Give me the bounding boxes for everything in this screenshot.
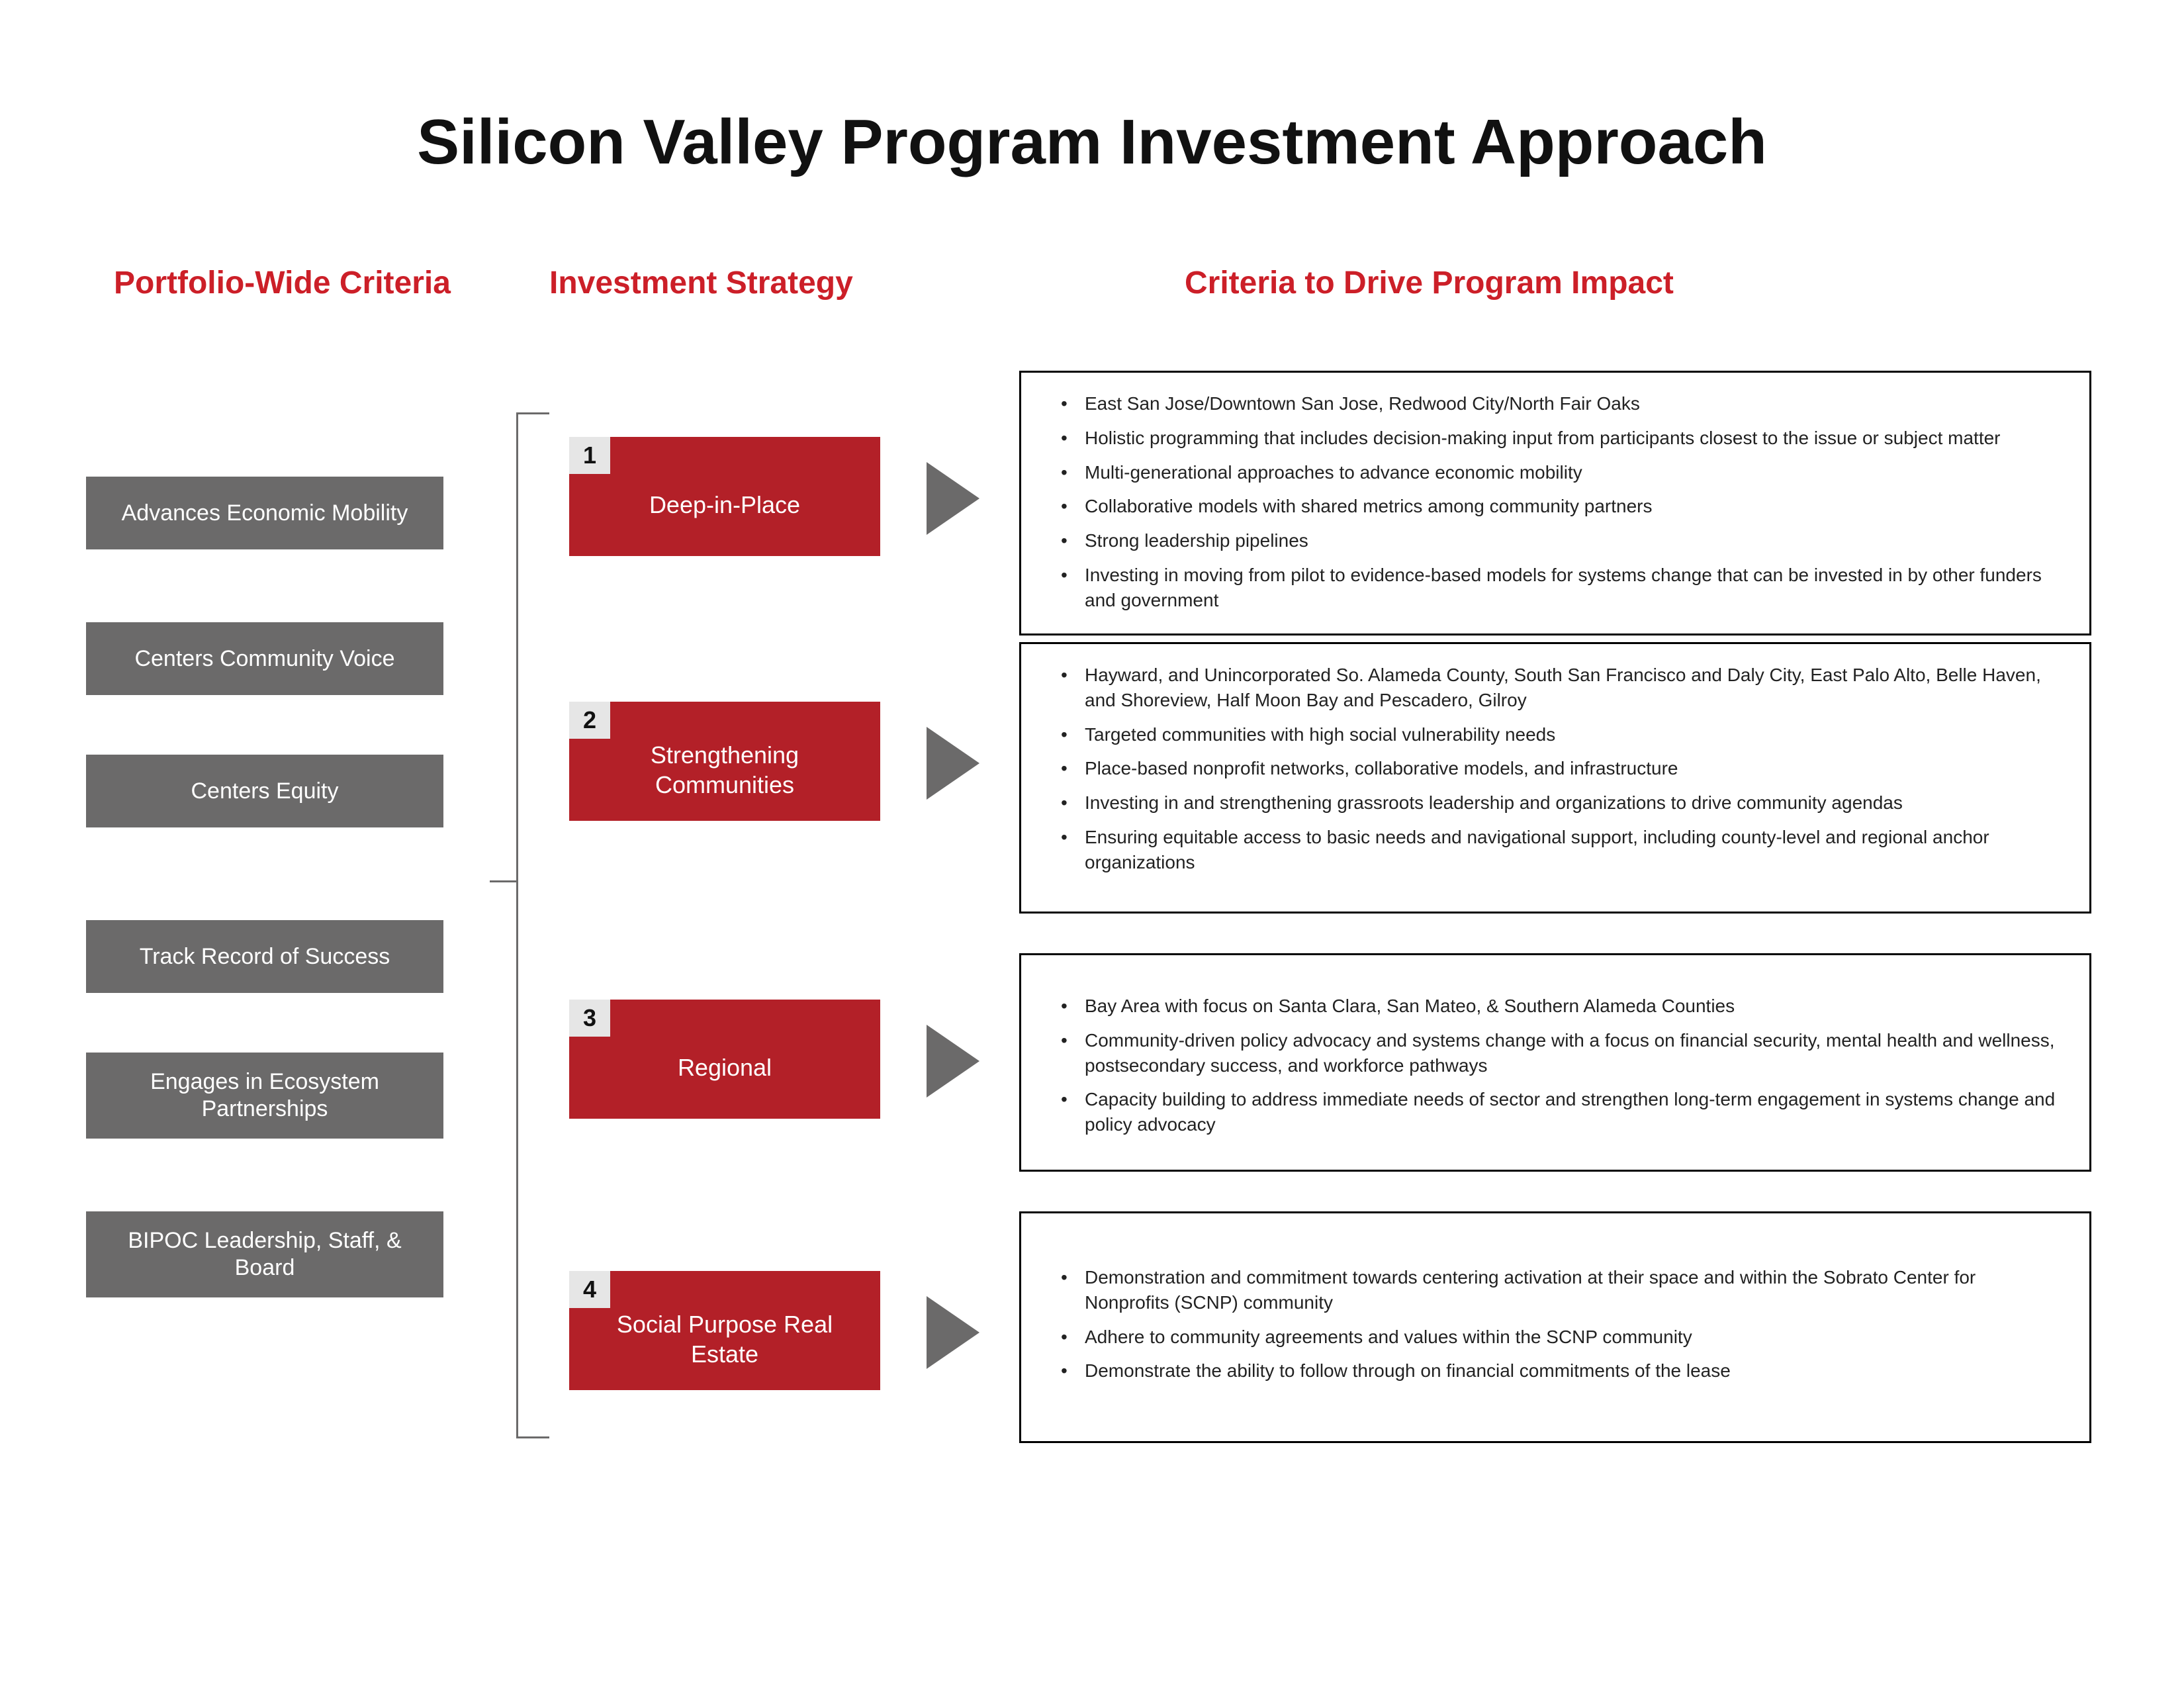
strategy-deep-in-place: 1 Deep-in-Place <box>569 437 880 556</box>
impact-box-4: Demonstration and commitment towards cen… <box>1019 1211 2091 1443</box>
criteria-label: Advances Economic Mobility <box>122 500 408 527</box>
criteria-equity: Centers Equity <box>86 755 443 827</box>
arrow-icon <box>927 462 979 535</box>
criteria-community-voice: Centers Community Voice <box>86 622 443 695</box>
impact-box-2: Hayward, and Unincorporated So. Alameda … <box>1019 642 2091 914</box>
impact-item: Bay Area with focus on Santa Clara, San … <box>1048 994 2063 1019</box>
strategy-regional: 3 Regional <box>569 1000 880 1119</box>
strategy-social-purpose-real-estate: 4 Social Purpose Real Estate <box>569 1271 880 1390</box>
criteria-label: BIPOC Leadership, Staff, & Board <box>99 1227 430 1282</box>
impact-item: Community-driven policy advocacy and sys… <box>1048 1028 2063 1078</box>
strategy-label: Strengthening Communities <box>569 740 880 800</box>
bracket-mid-tab <box>490 880 516 882</box>
impact-item: Investing in and strengthening grassroot… <box>1048 790 2063 816</box>
impact-item: Holistic programming that includes decis… <box>1048 426 2063 451</box>
impact-item: Capacity building to address immediate n… <box>1048 1087 2063 1137</box>
impact-box-3: Bay Area with focus on Santa Clara, San … <box>1019 953 2091 1172</box>
impact-list: Demonstration and commitment towards cen… <box>1048 1265 2063 1383</box>
criteria-label: Centers Community Voice <box>134 645 394 673</box>
bracket-bottom-tab <box>516 1436 549 1438</box>
impact-item: Investing in moving from pilot to eviden… <box>1048 563 2063 613</box>
impact-item: East San Jose/Downtown San Jose, Redwood… <box>1048 391 2063 416</box>
strategy-number: 2 <box>569 702 610 739</box>
criteria-label: Engages in Ecosystem Partnerships <box>99 1068 430 1123</box>
impact-item: Targeted communities with high social vu… <box>1048 722 2063 747</box>
impact-item: Strong leadership pipelines <box>1048 528 2063 553</box>
impact-item: Collaborative models with shared metrics… <box>1048 494 2063 519</box>
heading-strategy: Investment Strategy <box>549 265 853 301</box>
bracket-top-tab <box>516 412 549 414</box>
impact-list: Hayward, and Unincorporated So. Alameda … <box>1048 663 2063 875</box>
page-title: Silicon Valley Program Investment Approa… <box>0 106 2184 179</box>
arrow-icon <box>927 1025 979 1098</box>
criteria-label: Track Record of Success <box>140 943 390 970</box>
strategy-label: Social Purpose Real Estate <box>569 1309 880 1369</box>
strategy-number: 1 <box>569 437 610 474</box>
criteria-bipoc: BIPOC Leadership, Staff, & Board <box>86 1211 443 1297</box>
criteria-track-record: Track Record of Success <box>86 920 443 993</box>
heading-impact: Criteria to Drive Program Impact <box>1185 265 1674 301</box>
strategy-number: 3 <box>569 1000 610 1037</box>
bracket-connector <box>516 412 518 1436</box>
strategy-strengthening-communities: 2 Strengthening Communities <box>569 702 880 821</box>
impact-list: East San Jose/Downtown San Jose, Redwood… <box>1048 391 2063 613</box>
impact-item: Demonstrate the ability to follow throug… <box>1048 1358 2063 1383</box>
impact-item: Demonstration and commitment towards cen… <box>1048 1265 2063 1315</box>
criteria-ecosystem: Engages in Ecosystem Partnerships <box>86 1053 443 1139</box>
arrow-icon <box>927 727 979 800</box>
criteria-label: Centers Equity <box>191 778 339 805</box>
strategy-number: 4 <box>569 1271 610 1308</box>
impact-item: Place-based nonprofit networks, collabor… <box>1048 756 2063 781</box>
heading-portfolio: Portfolio-Wide Criteria <box>114 265 451 301</box>
impact-item: Adhere to community agreements and value… <box>1048 1325 2063 1350</box>
impact-item: Multi-generational approaches to advance… <box>1048 460 2063 485</box>
criteria-economic-mobility: Advances Economic Mobility <box>86 477 443 549</box>
strategy-label: Regional <box>569 1053 880 1082</box>
impact-item: Hayward, and Unincorporated So. Alameda … <box>1048 663 2063 713</box>
impact-box-1: East San Jose/Downtown San Jose, Redwood… <box>1019 371 2091 635</box>
strategy-label: Deep-in-Place <box>569 490 880 520</box>
impact-item: Ensuring equitable access to basic needs… <box>1048 825 2063 875</box>
arrow-icon <box>927 1296 979 1369</box>
impact-list: Bay Area with focus on Santa Clara, San … <box>1048 994 2063 1137</box>
